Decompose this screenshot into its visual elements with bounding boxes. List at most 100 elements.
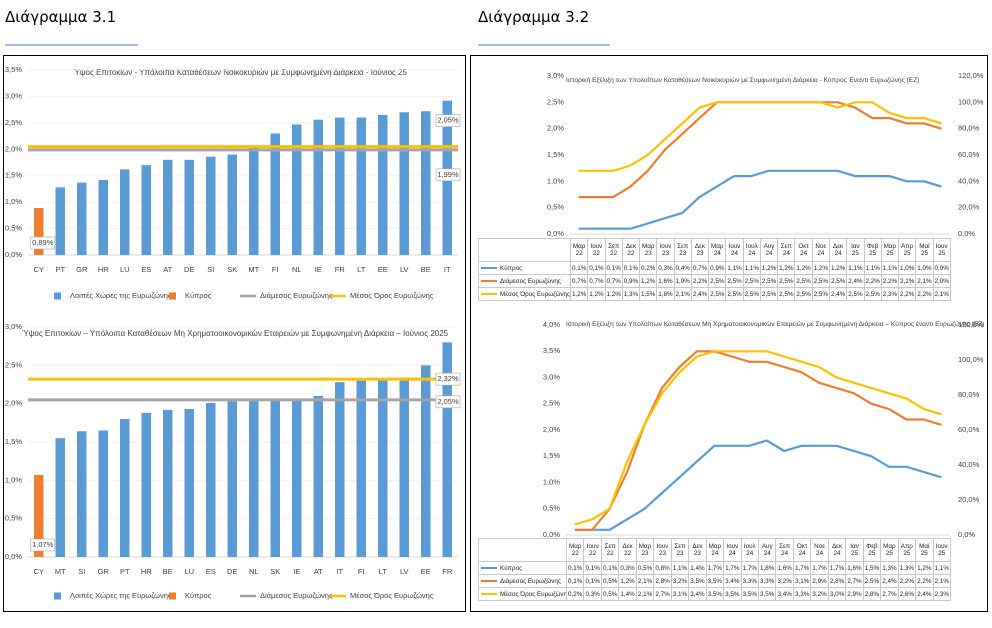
x-tick-label: Μαρ 23 — [639, 238, 658, 262]
series-line — [578, 169, 942, 230]
data-cell: 0,3% — [656, 261, 675, 275]
x-tick-label: SI — [78, 567, 85, 576]
data-cell: 1,0% — [915, 261, 934, 275]
y2-tick-label: 80,0% — [958, 390, 980, 399]
x-tick-label: IE — [293, 567, 300, 576]
data-cell: 0,7% — [569, 274, 589, 288]
data-cell: 3,5% — [740, 587, 759, 601]
data-cell: 1,5% — [639, 287, 658, 301]
legend-label: Μέσος Όρος Ευρωζώνης — [350, 591, 434, 600]
x-tick-label: ES — [206, 567, 216, 576]
data-cell: 0,3% — [618, 561, 637, 575]
data-cell: 2,2% — [897, 574, 917, 588]
bar — [313, 396, 323, 557]
data-cell: 2,2% — [690, 274, 710, 288]
data-cell: 2,5% — [794, 274, 813, 288]
data-cell: 2,1% — [932, 287, 951, 301]
y-tick-label: 2,5% — [543, 399, 560, 408]
x-tick-label: Δεκ 24 — [828, 238, 848, 262]
bar — [163, 159, 173, 255]
x-tick-label: Φεβ 25 — [862, 538, 882, 562]
x-tick-label: Νοε 24 — [811, 238, 830, 262]
legend-swatch — [481, 279, 497, 282]
legend-label: Διάμεσος Ευρωζώνης — [500, 277, 561, 285]
x-tick-label: AT — [314, 567, 323, 576]
data-cell: 2,5% — [708, 287, 727, 301]
data-cell: 0,1% — [587, 261, 606, 275]
y-tick-label: 0,5% — [543, 504, 560, 513]
data-cell: 3,2% — [810, 587, 829, 601]
y-tick-label: 1,5% — [5, 437, 22, 446]
y2-tick-label: 60,0% — [958, 150, 980, 159]
data-cell: 0,5% — [600, 574, 620, 588]
x-tick-label: Δεκ 22 — [621, 238, 641, 262]
data-cell: 2,1% — [898, 274, 917, 288]
x-tick-label: LU — [184, 567, 194, 576]
bar — [141, 412, 151, 557]
data-cell: 3,5% — [757, 587, 777, 601]
x-tick-label: HR — [98, 265, 109, 274]
data-cell: 0,5% — [600, 587, 620, 601]
x-tick-label: Οκτ 24 — [792, 538, 812, 562]
data-cell: 1,6% — [656, 274, 675, 288]
bar — [442, 342, 452, 557]
data-cell: 3,5% — [688, 574, 707, 588]
bar — [77, 431, 87, 557]
bar — [98, 179, 108, 255]
x-tick-label: Αυγ 24 — [757, 538, 777, 562]
y2-tick-label: 60,0% — [958, 425, 980, 434]
data-cell: 3,0% — [827, 587, 847, 601]
legend-label: Λοιπές Χώρες της Ευρωζώνης — [70, 591, 172, 600]
y-tick-label: 0,5% — [5, 224, 22, 233]
y-tick-label: 2,5% — [547, 97, 564, 106]
bar — [184, 159, 194, 255]
bar — [34, 207, 44, 255]
data-cell: 1,1% — [846, 261, 865, 275]
legend-label: Διάμεσος Ευρωζώνης — [500, 577, 561, 585]
panel-border — [3, 55, 466, 612]
y2-tick-label: 0,0% — [958, 530, 975, 539]
bar — [184, 409, 194, 557]
legend-cell: Κύπρος — [478, 261, 571, 275]
y-tick-label: 1,0% — [5, 197, 22, 206]
data-row: Κύπρος 0,1% 0,1% 0,1% 0,3% 0,5% 0,8% 1,1% 1,4% 1,… — [478, 561, 951, 575]
bar — [98, 430, 108, 557]
data-cell: 1,7% — [792, 561, 812, 575]
legend-label: Κύπρος — [185, 291, 212, 300]
data-row: Μέσος Όρος Ευρωζώνης 0,2% 0,3% 0,5% 1,4% 2,1%… — [478, 587, 951, 601]
data-cell: 2,8% — [862, 587, 882, 601]
legend-swatch — [481, 579, 497, 582]
x-tick-label: Ιουν 22 — [587, 238, 606, 262]
x-tick-label: Ιαν 25 — [845, 538, 864, 562]
series-line — [578, 101, 942, 172]
bar — [378, 379, 388, 557]
value-label: 1,99% — [437, 170, 459, 179]
data-cell: 2,1% — [635, 587, 655, 601]
y-tick-label: 4,0% — [543, 320, 560, 329]
legend-label: Κύπρος — [500, 564, 523, 572]
x-tick-label: Ιουν 25 — [932, 538, 951, 562]
y-tick-label: 0,0% — [5, 250, 22, 259]
data-cell: 0,7% — [604, 274, 623, 288]
x-tick-label: Σεπ 24 — [777, 238, 796, 262]
x-tick-label: ES — [141, 265, 151, 274]
x-tick-label: LV — [400, 567, 409, 576]
x-tick-label: Ιουν 22 — [583, 538, 602, 562]
y-tick-label: 2,0% — [543, 425, 560, 434]
corner-cell — [478, 538, 567, 562]
legend-label: Μέσος Όρος Ευρωζώνης — [350, 291, 434, 300]
bar — [77, 182, 87, 255]
data-cell: 2,9% — [845, 587, 864, 601]
y-tick-label: 3,5% — [543, 346, 560, 355]
series-line — [578, 101, 942, 199]
data-cell: 1,2% — [794, 261, 813, 275]
x-tick-label: Σεπ 22 — [604, 238, 623, 262]
data-row: Διάμεσος Ευρωζώνης 0,1% 0,1% 0,5% 1,2% 2,1% 2,… — [478, 574, 951, 588]
data-cell: 2,4% — [828, 287, 848, 301]
value-label: 2,05% — [437, 397, 459, 406]
data-cell: 0,8% — [653, 561, 672, 575]
data-cell: 2,9% — [810, 574, 829, 588]
data-cell: 2,5% — [742, 287, 761, 301]
data-cell: 2,5% — [742, 274, 761, 288]
x-tick-label: MT — [248, 265, 259, 274]
